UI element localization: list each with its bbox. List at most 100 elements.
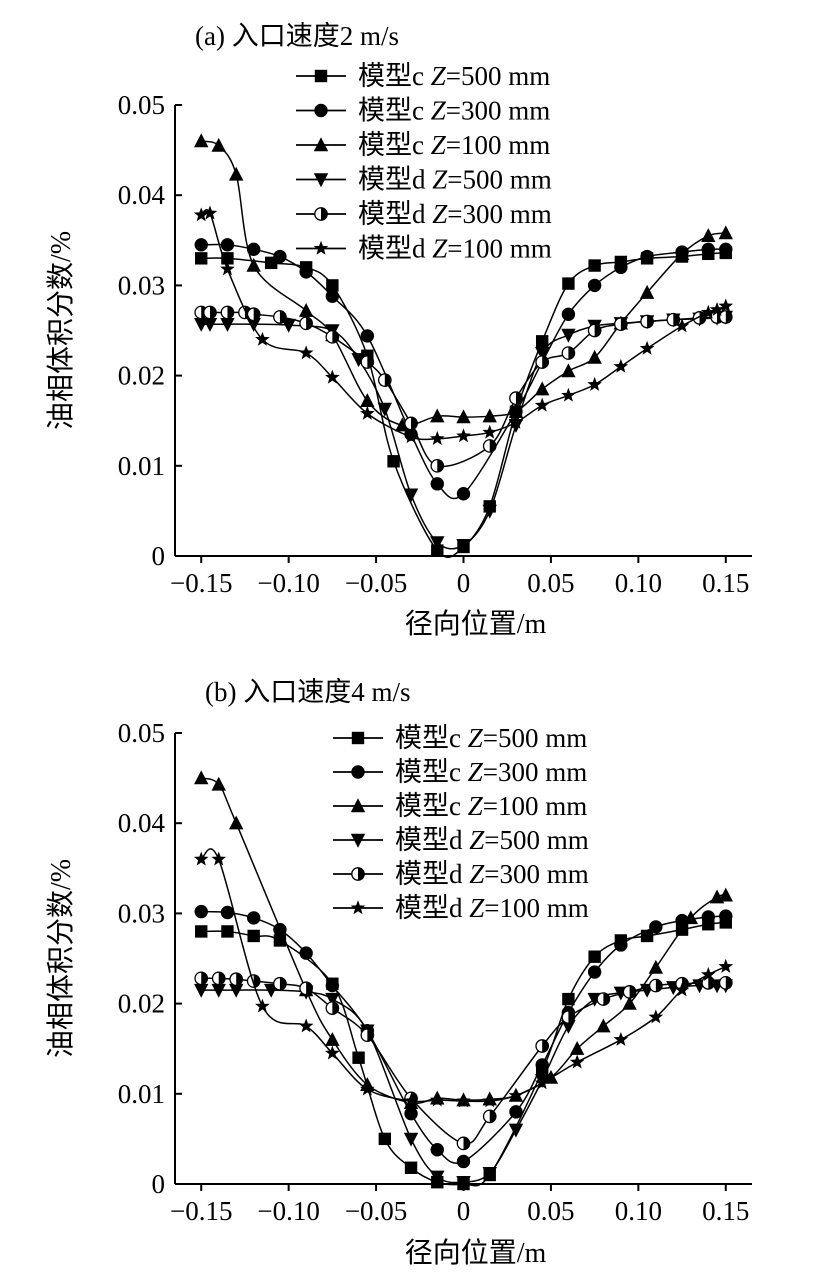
data-point-circle	[220, 905, 235, 920]
data-point-half-circle	[692, 311, 707, 325]
data-point-circle	[194, 904, 208, 919]
data-point-circle	[640, 249, 654, 264]
data-point-circle	[701, 910, 715, 924]
legend-entry: 模型c Z=500 mm	[296, 61, 550, 91]
legend-entry: 模型d Z=100 mm	[333, 893, 589, 923]
data-point-circle	[719, 909, 733, 923]
data-point-triangle-up	[561, 363, 576, 378]
data-point-star	[613, 358, 629, 373]
data-point-triangle-up	[718, 225, 733, 240]
data-point-circle	[220, 238, 235, 252]
data-point-triangle-down	[325, 992, 340, 1007]
y-tick-label: 0.03	[118, 898, 165, 928]
data-point-circle	[701, 242, 715, 257]
y-tick-label: 0.05	[118, 718, 165, 748]
data-point-star	[429, 431, 445, 445]
data-point-star	[718, 958, 734, 973]
data-point-half-circle	[509, 391, 523, 405]
data-point-half-circle	[203, 305, 217, 320]
legend-entry: 模型d Z=300 mm	[333, 859, 589, 889]
legend-marker-star	[350, 900, 366, 915]
data-point-triangle-up	[534, 381, 550, 396]
legend-label: 模型d Z=100 mm	[395, 893, 589, 923]
series-star	[193, 848, 734, 1108]
x-tick-label: 0	[457, 568, 471, 598]
data-point-star	[482, 1093, 498, 1108]
data-point-triangle-down	[211, 983, 226, 998]
chart-panel-a: (a) 入口速度2 m/s00.010.020.030.040.05−0.15−…	[45, 21, 752, 640]
data-point-half-circle	[404, 416, 418, 431]
legend-marker-triangle-down	[350, 833, 366, 848]
data-point-triangle-down	[561, 328, 576, 343]
data-point-half-circle	[561, 1010, 576, 1024]
data-point-star	[700, 304, 716, 319]
x-tick-label: 0.05	[527, 568, 574, 598]
data-point-triangle-down	[281, 318, 296, 333]
data-point-circle	[194, 238, 208, 252]
data-point-triangle-down	[430, 536, 445, 551]
data-point-circle	[535, 1058, 549, 1072]
data-point-star	[429, 1092, 445, 1107]
data-point-star	[482, 424, 498, 439]
x-tick-label: −0.10	[257, 1196, 319, 1226]
data-point-triangle-up	[211, 137, 226, 152]
legend-label: 模型c Z=300 mm	[395, 757, 587, 787]
data-point-half-circle	[718, 976, 733, 990]
data-point-circle	[719, 242, 733, 257]
data-point-triangle-up	[587, 349, 602, 364]
data-point-half-circle	[430, 458, 445, 473]
data-point-star	[534, 397, 550, 412]
data-point-star	[508, 414, 524, 429]
y-tick-label: 0.02	[118, 361, 165, 391]
data-point-triangle-up	[194, 133, 209, 148]
legend-label: 模型d Z=500 mm	[395, 825, 589, 855]
y-axis-label: 油相体积分数/%	[45, 859, 77, 1058]
data-point-half-circle	[535, 1039, 550, 1053]
legend-label: 模型c Z=500 mm	[395, 723, 587, 753]
legend-entry: 模型d Z=500 mm	[333, 825, 589, 855]
data-point-half-circle	[482, 1109, 497, 1124]
y-tick-label: 0.03	[118, 270, 165, 300]
data-point-triangle-up	[639, 284, 655, 299]
data-point-star	[202, 205, 218, 220]
data-point-half-circle	[535, 355, 550, 369]
chart-panel-b: (b) 入口速度4 m/s00.010.020.030.040.05−0.15−…	[45, 677, 752, 1269]
data-point-triangle-up	[674, 246, 690, 261]
data-point-star	[534, 1075, 550, 1090]
data-point-square	[562, 992, 575, 1006]
data-point-star	[403, 429, 419, 444]
data-point-star	[211, 851, 227, 866]
data-point-triangle-up	[683, 910, 699, 925]
y-tick-label: 0.04	[118, 180, 166, 210]
data-point-half-circle	[325, 1001, 340, 1015]
data-point-circle	[430, 477, 444, 491]
data-point-triangle-down	[561, 1019, 576, 1034]
data-point-triangle-up	[360, 393, 375, 408]
data-point-star	[613, 1031, 629, 1046]
data-point-square	[387, 455, 400, 468]
data-point-star	[193, 207, 209, 222]
data-point-star	[674, 318, 690, 333]
data-point-triangle-up	[298, 302, 314, 317]
y-tick-label: 0.02	[118, 989, 165, 1019]
data-point-triangle-up	[482, 408, 497, 423]
data-point-square	[588, 259, 601, 272]
data-point-star	[718, 298, 734, 313]
data-point-square	[247, 929, 260, 943]
data-point-triangle-up	[228, 166, 244, 181]
data-point-triangle-down	[403, 488, 419, 503]
chart-title: (a) 入口速度2 m/s	[195, 21, 399, 51]
data-point-triangle-down	[508, 1123, 524, 1138]
data-point-circle	[649, 920, 663, 934]
data-point-star	[255, 331, 270, 346]
legend-marker-circle	[314, 103, 328, 118]
data-point-star	[587, 376, 602, 391]
legend-entry: 模型c Z=100 mm	[333, 791, 587, 821]
data-point-square	[562, 277, 575, 290]
data-point-star	[325, 1045, 340, 1060]
data-point-circle	[404, 1106, 418, 1121]
x-tick-label: −0.10	[257, 568, 319, 598]
data-point-triangle-up	[456, 409, 471, 424]
data-point-square	[431, 544, 444, 557]
